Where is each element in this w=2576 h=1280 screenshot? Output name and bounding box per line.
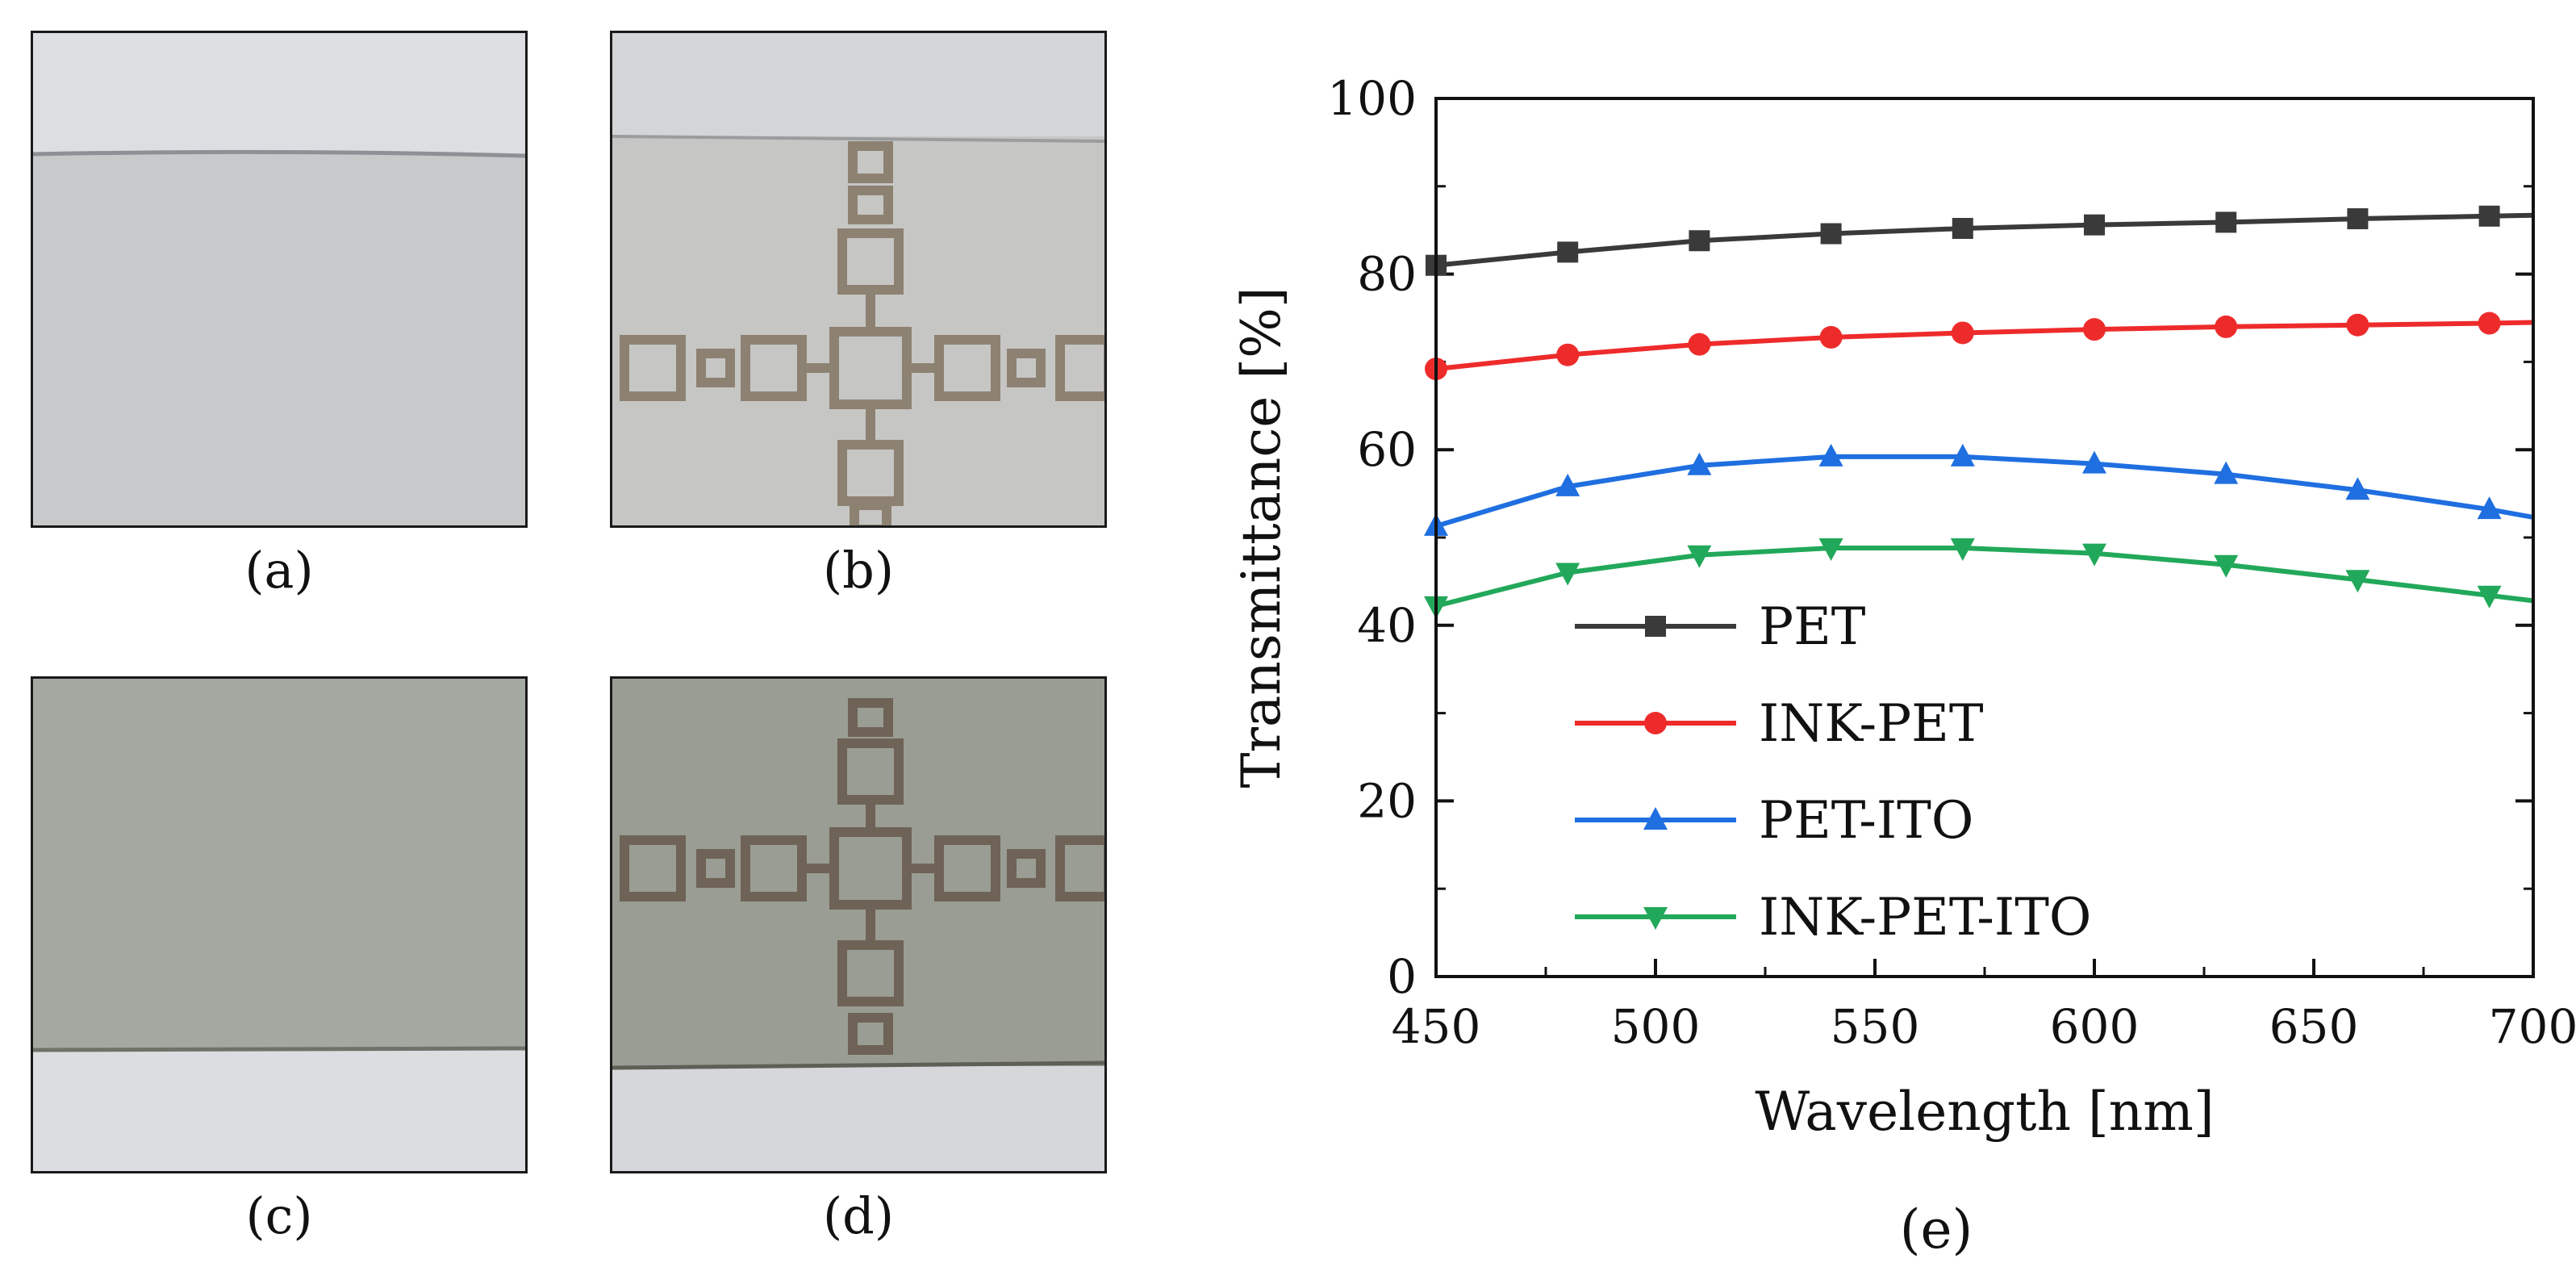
series-ink-pet (1425, 312, 2534, 381)
photo-d-image (612, 679, 1104, 1171)
legend-label-pet-ito: PET-ITO (1759, 791, 1973, 851)
photo-d-printed-pattern (620, 698, 1104, 1055)
photo-a-film-edge (33, 149, 525, 158)
data-point-ink-pet-ito (1950, 538, 1975, 562)
caption-a: (a) (244, 541, 314, 600)
series-line-ink-pet (1435, 320, 2534, 372)
y-tick-label: 100 (1327, 71, 1417, 126)
data-point-ink-pet (1819, 325, 1843, 349)
x-tick-label: 450 (1392, 999, 1481, 1054)
x-tick-label: 500 (1611, 999, 1701, 1054)
series-line-pet (1435, 212, 2534, 268)
legend-label-pet: PET (1759, 597, 1866, 657)
data-point-pet-ito (1818, 443, 1843, 466)
photo-c-background (33, 1050, 525, 1171)
data-point-ink-pet-ito (2214, 554, 2239, 578)
data-point-ink-pet-ito (2477, 585, 2502, 609)
data-point-ink-pet-ito (1687, 545, 1712, 568)
data-point-ink-pet (1556, 343, 1580, 366)
data-point-pet (2215, 211, 2237, 233)
data-point-ink-pet (2215, 315, 2238, 338)
y-tick-label: 0 (1387, 949, 1417, 1004)
data-point-pet (2347, 208, 2369, 230)
chart-series (1424, 205, 2534, 619)
photo-b-film-edge (612, 135, 1104, 143)
series-pet (1426, 205, 2534, 276)
data-point-pet-ito (1950, 443, 1975, 466)
plot-frame (1434, 97, 2535, 978)
x-tick-label: 550 (1831, 999, 1920, 1054)
x-tick-label: 600 (2050, 999, 2140, 1054)
data-point-ink-pet-ito (1818, 538, 1843, 562)
series-line-pet-ito (1435, 454, 2534, 529)
data-point-pet (2084, 214, 2105, 236)
photo-a-image (33, 33, 525, 525)
legend-marker-pet-ito (1643, 807, 1668, 830)
data-point-ink-pet-ito (2082, 543, 2106, 567)
data-point-ink-pet (2346, 313, 2369, 337)
legend-marker-ink-pet (1644, 712, 1667, 734)
data-point-pet (2478, 205, 2500, 227)
data-point-pet (1689, 230, 1710, 252)
data-point-pet (1820, 223, 1842, 245)
data-point-pet-ito (1555, 473, 1580, 496)
legend-label-ink-pet-ito: INK-PET-ITO (1759, 888, 2091, 947)
photo-panel-a (31, 31, 528, 528)
photo-b-printed-pattern (620, 141, 1104, 525)
x-axis-title: Wavelength [nm] (1755, 1081, 2214, 1143)
data-point-ink-pet (1951, 321, 1974, 345)
y-tick-label: 20 (1357, 773, 1417, 828)
legend-label-ink-pet: INK-PET (1759, 694, 1984, 754)
caption-b: (b) (822, 541, 895, 600)
data-point-pet-ito (1687, 452, 1712, 475)
data-point-pet (1557, 241, 1579, 263)
data-point-ink-pet (1688, 333, 1711, 356)
series-ink-pet-ito (1424, 538, 2534, 619)
photo-d-film-edge (612, 1060, 1104, 1070)
legend-marker-ink-pet-ito (1643, 907, 1668, 930)
data-point-ink-pet-ito (2345, 570, 2370, 593)
data-point-pet-ito (2082, 450, 2106, 474)
data-point-ink-pet-ito (1424, 596, 1448, 619)
photo-c-image (33, 679, 525, 1171)
data-point-pet-ito (2214, 461, 2239, 484)
data-point-ink-pet (2083, 318, 2106, 341)
photo-b-background (612, 33, 1104, 136)
y-tick-label: 40 (1357, 598, 1417, 653)
photo-panel-d (610, 676, 1107, 1173)
data-point-pet (1952, 218, 1973, 240)
data-point-pet-ito (2477, 496, 2502, 520)
x-tick-label: 650 (2269, 999, 2359, 1054)
data-point-ink-pet (2478, 312, 2501, 335)
chart-legend: PET INK-PET PET-ITO INK-PET-ITO (1575, 597, 2091, 947)
y-axis-title: Transmittance [%] (1230, 287, 1292, 788)
chart-ticks: 450 500 550 600 650 700 0 20 40 60 80 100 (1327, 71, 2576, 1054)
photo-a-background (33, 33, 525, 154)
photo-c-film-edge (33, 1046, 525, 1052)
caption-c: (c) (245, 1186, 313, 1245)
y-tick-label: 60 (1357, 422, 1417, 477)
series-pet-ito (1424, 443, 2534, 536)
series-line-ink-pet-ito (1435, 546, 2534, 609)
data-point-ink-pet (1425, 358, 1447, 381)
photo-panel-b (610, 31, 1107, 528)
photo-c-film (33, 679, 525, 1050)
caption-e: (e) (1900, 1198, 1973, 1261)
photo-d-background (612, 1066, 1104, 1171)
data-point-pet-ito (1424, 512, 1448, 536)
photo-b-image (612, 33, 1104, 525)
data-point-pet-ito (2345, 477, 2370, 500)
y-tick-label: 80 (1357, 247, 1417, 302)
data-point-pet (1426, 254, 1447, 276)
caption-d: (d) (822, 1186, 895, 1245)
data-point-ink-pet-ito (1555, 563, 1580, 586)
photo-a-film (33, 154, 525, 525)
photo-panel-c (31, 676, 528, 1173)
legend-marker-pet (1645, 616, 1666, 637)
x-tick-label: 700 (2489, 999, 2576, 1054)
